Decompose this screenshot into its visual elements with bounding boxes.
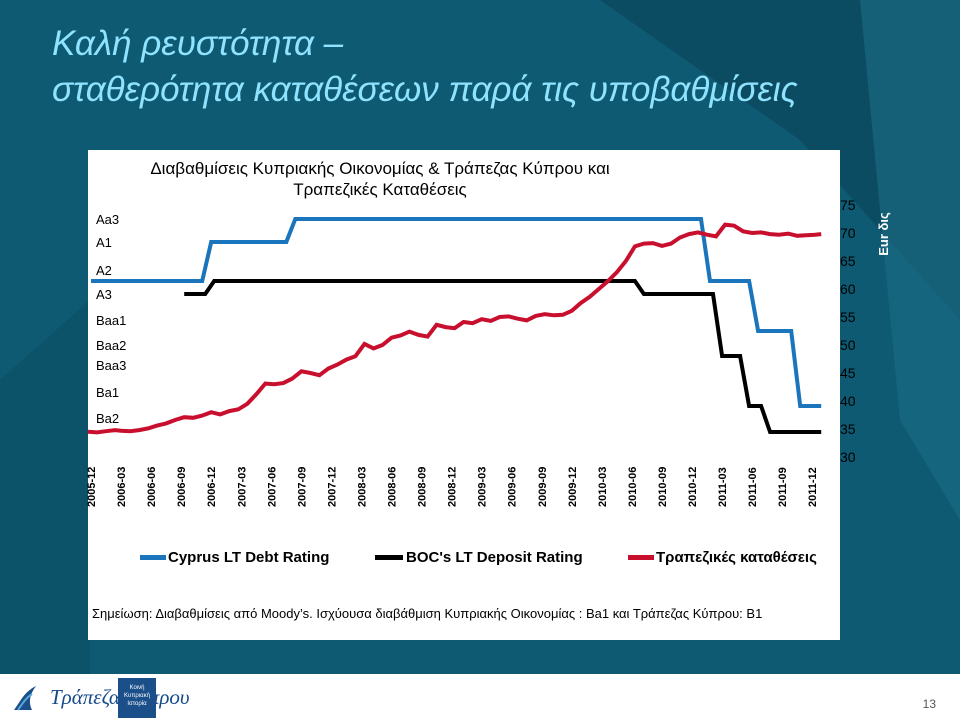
left-tick-label: Ba1 — [96, 385, 119, 400]
x-tick-label: 2011-03 — [717, 467, 729, 507]
legend-label-boc: BOC's LT Deposit Rating — [406, 549, 583, 566]
series-line-boc — [184, 279, 822, 434]
legend-label-deposits: Τραπεζικές καταθέσεις — [656, 549, 817, 566]
right-tick-label: 55 — [840, 309, 856, 325]
left-tick-label: Aa3 — [96, 212, 119, 227]
chart-title-line1: Διαβαθμίσεις Κυπριακής Οικονομίας & Τράπ… — [150, 159, 610, 178]
right-tick-label: 40 — [840, 393, 856, 409]
x-tick-label: 2006-03 — [116, 467, 128, 507]
right-tick-label: 75 — [840, 197, 856, 213]
x-tick-label: 2008-12 — [447, 467, 459, 507]
anniversary-badge: Κοινή Κυπριακή Ιστορία — [118, 678, 156, 718]
badge-text: Κοινή Κυπριακή Ιστορία — [124, 685, 150, 707]
left-tick-label: A2 — [96, 263, 112, 278]
x-tick-label: 2007-09 — [296, 467, 308, 507]
right-tick-label: 50 — [840, 337, 856, 353]
left-tick-label: A3 — [96, 287, 112, 302]
legend-swatch-boc — [375, 555, 403, 560]
x-tick-label: 2006-12 — [206, 467, 218, 507]
x-tick-label: 2011-12 — [807, 467, 819, 507]
slide-title-line2: σταθερότητα καταθέσεων παρά τις υποβαθμί… — [52, 70, 798, 109]
chart-panel — [88, 150, 840, 640]
x-tick-label: 2008-03 — [356, 467, 368, 507]
x-tick-label: 2007-12 — [326, 467, 338, 507]
x-tick-label: 2009-12 — [567, 467, 579, 507]
series-line-deposits — [87, 222, 822, 435]
x-tick-label: 2008-09 — [417, 467, 429, 507]
x-tick-label: 2009-06 — [507, 467, 519, 507]
chart-title: Διαβαθμίσεις Κυπριακής Οικονομίας & Τράπ… — [90, 158, 670, 200]
x-tick-label: 2009-09 — [537, 467, 549, 507]
left-tick-label: Baa1 — [96, 313, 126, 328]
left-tick-label: A1 — [96, 235, 112, 250]
footer-bar — [0, 674, 960, 720]
right-tick-label: 45 — [840, 365, 856, 381]
right-tick-label: 65 — [840, 253, 856, 269]
right-tick-label: 35 — [840, 421, 856, 437]
x-tick-label: 2007-03 — [236, 467, 248, 507]
x-tick-label: 2007-06 — [266, 467, 278, 507]
x-tick-label: 2011-06 — [747, 467, 759, 507]
left-tick-label: Baa3 — [96, 358, 126, 373]
x-tick-label: 2009-03 — [477, 467, 489, 507]
x-tick-label: 2011-09 — [777, 467, 789, 507]
page-number: 13 — [922, 697, 936, 711]
footnote: Σημείωση: Διαβαθμίσεις από Moody’s. Ισχύ… — [92, 606, 763, 621]
slide-title-line1: Καλή ρευστότητα – — [52, 24, 344, 63]
x-tick-label: 2008-06 — [387, 467, 399, 507]
legend-swatch-cyprus — [140, 555, 166, 560]
chart-title-line2: Τραπεζικές Καταθέσεις — [293, 180, 467, 199]
right-axis-label: Eur δις — [876, 212, 891, 256]
x-tick-label: 2010-09 — [657, 467, 669, 507]
left-tick-label: Ba2 — [96, 411, 119, 426]
right-tick-label: 60 — [840, 281, 856, 297]
right-tick-label: 70 — [840, 225, 856, 241]
right-tick-label: 30 — [840, 449, 856, 465]
x-tick-label: 2010-06 — [627, 467, 639, 507]
left-tick-label: Baa2 — [96, 338, 126, 353]
x-tick-label: 2006-09 — [176, 467, 188, 507]
x-tick-label: 2006-06 — [146, 467, 158, 507]
x-tick-label: 2010-03 — [597, 467, 609, 507]
series-line-cyprus — [91, 217, 822, 408]
legend-swatch-deposits — [628, 555, 654, 560]
x-tick-label: 2010-12 — [687, 467, 699, 507]
x-tick-label: 2005-12 — [86, 467, 98, 507]
legend-label-cyprus: Cyprus LT Debt Rating — [168, 549, 330, 566]
bank-logo-icon — [14, 686, 36, 711]
